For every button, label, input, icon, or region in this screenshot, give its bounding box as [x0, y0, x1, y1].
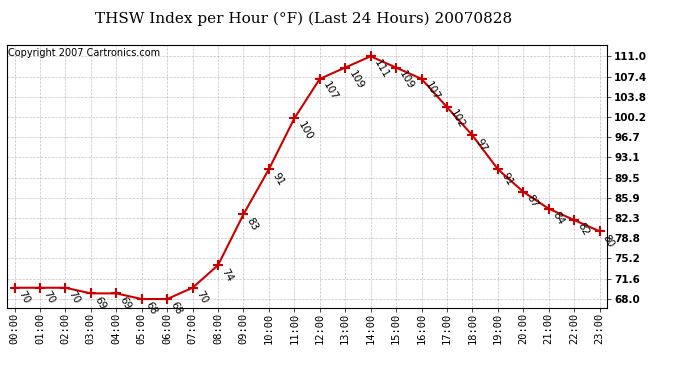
Text: 80: 80	[601, 232, 616, 249]
Text: 107: 107	[423, 80, 442, 102]
Text: 107: 107	[321, 80, 339, 102]
Text: 70: 70	[41, 289, 57, 306]
Text: 68: 68	[168, 300, 184, 317]
Text: 109: 109	[346, 69, 365, 91]
Text: 68: 68	[143, 300, 159, 317]
Text: 87: 87	[524, 193, 540, 210]
Text: 82: 82	[575, 221, 591, 238]
Text: 69: 69	[92, 295, 108, 311]
Text: 69: 69	[118, 295, 133, 311]
Text: 109: 109	[397, 69, 416, 91]
Text: 84: 84	[550, 210, 565, 226]
Text: 91: 91	[270, 171, 286, 187]
Text: 70: 70	[67, 289, 82, 306]
Text: 70: 70	[16, 289, 31, 306]
Text: 111: 111	[372, 58, 391, 80]
Text: 102: 102	[448, 108, 467, 130]
Text: THSW Index per Hour (°F) (Last 24 Hours) 20070828: THSW Index per Hour (°F) (Last 24 Hours)…	[95, 11, 512, 26]
Text: Copyright 2007 Cartronics.com: Copyright 2007 Cartronics.com	[8, 48, 160, 58]
Text: 100: 100	[296, 120, 314, 142]
Text: 97: 97	[474, 137, 489, 153]
Text: 74: 74	[219, 267, 235, 283]
Text: 91: 91	[499, 171, 515, 187]
Text: 83: 83	[245, 216, 260, 232]
Text: 70: 70	[194, 289, 209, 306]
